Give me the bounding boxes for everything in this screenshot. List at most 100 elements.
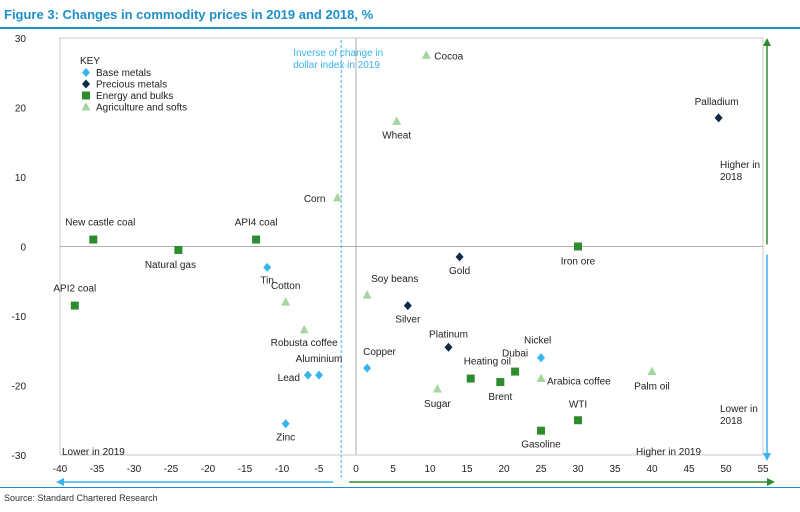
point-label-api4-coal: API4 coal bbox=[235, 218, 278, 229]
legend-marker-precious-metals bbox=[82, 79, 90, 89]
point-label-robusta-coffee: Robusta coffee bbox=[271, 338, 339, 349]
point-aluminium bbox=[315, 370, 323, 380]
point-label-silver: Silver bbox=[395, 315, 421, 326]
legend-marker-energy-and-bulks bbox=[82, 91, 90, 100]
point-label-platinum: Platinum bbox=[429, 329, 468, 340]
x-tick-label: 20 bbox=[498, 464, 510, 475]
y-tick-label: -20 bbox=[12, 382, 27, 393]
point-arabica-coffee bbox=[536, 373, 546, 383]
point-label-api2-coal: API2 coal bbox=[53, 284, 96, 295]
point-api2-coal bbox=[70, 301, 79, 310]
point-label-lead: Lead bbox=[278, 373, 300, 384]
point-label-wheat: Wheat bbox=[382, 130, 411, 141]
point-soy-beans bbox=[362, 290, 372, 299]
y-tick-label: -30 bbox=[12, 451, 27, 462]
footer-rule bbox=[0, 487, 800, 488]
x-tick-label: -35 bbox=[90, 464, 105, 475]
point-wheat bbox=[392, 116, 402, 125]
axes: -40 -35 -30 -25 -20 -15 -10 -5 0 5 10 15 20 25 30 35 40 4… bbox=[12, 34, 769, 475]
x-tick-label: -15 bbox=[238, 464, 253, 475]
arrow-up-head bbox=[763, 38, 771, 46]
point-label-iron-ore: Iron ore bbox=[561, 257, 596, 268]
higher-2019-label: Higher in 2019 bbox=[636, 447, 701, 458]
lower-2018-label: Lower in bbox=[720, 404, 758, 415]
point-label-palm-oil: Palm oil bbox=[634, 382, 670, 393]
y-tick-label: -10 bbox=[12, 312, 27, 323]
point-iron-ore bbox=[574, 242, 582, 251]
point-label-gasoline: Gasoline bbox=[521, 440, 561, 451]
point-wti bbox=[574, 416, 582, 425]
point-label-palladium: Palladium bbox=[695, 97, 739, 108]
point-api4-coal bbox=[252, 235, 261, 244]
x-tick-label: 40 bbox=[646, 464, 658, 475]
point-label-gold: Gold bbox=[449, 266, 470, 277]
point-label-aluminium: Aluminium bbox=[296, 354, 343, 365]
point-label-sugar: Sugar bbox=[424, 399, 451, 410]
point-label-heating-oil: Heating oil bbox=[464, 357, 511, 368]
x-tick-label: 35 bbox=[609, 464, 621, 475]
point-label-tin: Tin bbox=[260, 275, 274, 286]
point-corn bbox=[333, 192, 342, 202]
point-platinum bbox=[444, 342, 453, 352]
point-cotton bbox=[281, 297, 291, 306]
arrow-right-head bbox=[767, 478, 775, 486]
arrow-left-head bbox=[56, 478, 64, 486]
point-label-new-castle-coal: New castle coal bbox=[65, 218, 135, 229]
y-tick-label: 30 bbox=[15, 34, 27, 45]
lower-2019-label: Lower in 2019 bbox=[62, 447, 125, 458]
point-gasoline bbox=[537, 426, 545, 435]
point-brent bbox=[496, 378, 505, 387]
higher-2018-label: 2018 bbox=[720, 172, 743, 183]
x-tick-label: 10 bbox=[424, 464, 436, 475]
x-tick-label: 45 bbox=[683, 464, 695, 475]
x-tick-label: -30 bbox=[127, 464, 142, 475]
point-silver bbox=[403, 301, 412, 311]
legend-label-precious-metals: Precious metals bbox=[96, 80, 167, 91]
point-label-natural-gas: Natural gas bbox=[145, 260, 196, 271]
point-nickel bbox=[537, 353, 545, 363]
point-new-castle-coal bbox=[89, 235, 98, 244]
y-tick-label: 10 bbox=[15, 173, 27, 184]
x-tick-label: 30 bbox=[572, 464, 584, 475]
point-label-dubai: Dubai bbox=[502, 349, 528, 360]
point-palladium bbox=[714, 113, 723, 123]
x-tick-label: 55 bbox=[757, 464, 769, 475]
legend-label-agriculture-and-softs: Agriculture and softs bbox=[96, 103, 187, 114]
point-cocoa bbox=[421, 50, 431, 59]
x-tick-label: 15 bbox=[461, 464, 473, 475]
point-robusta-coffee bbox=[299, 324, 309, 334]
x-tick-label: 5 bbox=[390, 464, 396, 475]
point-label-wti: WTI bbox=[569, 399, 587, 410]
point-gold bbox=[455, 252, 464, 262]
legend-label-base-metals: Base metals bbox=[96, 68, 151, 79]
x-tick-label: 0 bbox=[353, 464, 359, 475]
title-rule bbox=[0, 27, 800, 29]
point-label-brent: Brent bbox=[488, 392, 512, 403]
chart-source: Source: Standard Chartered Research bbox=[4, 493, 158, 503]
point-label-zinc: Zinc bbox=[276, 433, 295, 444]
point-heating-oil bbox=[466, 374, 475, 383]
point-label-copper: Copper bbox=[363, 347, 396, 358]
point-label-nickel: Nickel bbox=[524, 336, 551, 347]
reference-label: dollar index in 2019 bbox=[293, 60, 380, 71]
reference-label: Inverse of change in bbox=[293, 48, 383, 59]
x-tick-label: -5 bbox=[315, 464, 324, 475]
point-natural-gas bbox=[174, 245, 183, 254]
point-label-soy-beans: Soy beans bbox=[371, 274, 418, 285]
point-label-cocoa: Cocoa bbox=[434, 51, 463, 62]
higher-2018-label: Higher in bbox=[720, 160, 760, 171]
lower-2018-label: 2018 bbox=[720, 416, 743, 427]
point-label-cotton: Cotton bbox=[271, 281, 300, 292]
x-tick-label: 50 bbox=[720, 464, 732, 475]
y-tick-label: 0 bbox=[20, 243, 26, 254]
y-tick-label: 20 bbox=[15, 104, 27, 115]
point-dubai bbox=[511, 367, 520, 376]
x-tick-label: -25 bbox=[164, 464, 179, 475]
x-tick-label: -10 bbox=[275, 464, 290, 475]
chart-title: Figure 3: Changes in commodity prices in… bbox=[4, 7, 374, 22]
point-label-corn: Corn bbox=[304, 194, 326, 205]
